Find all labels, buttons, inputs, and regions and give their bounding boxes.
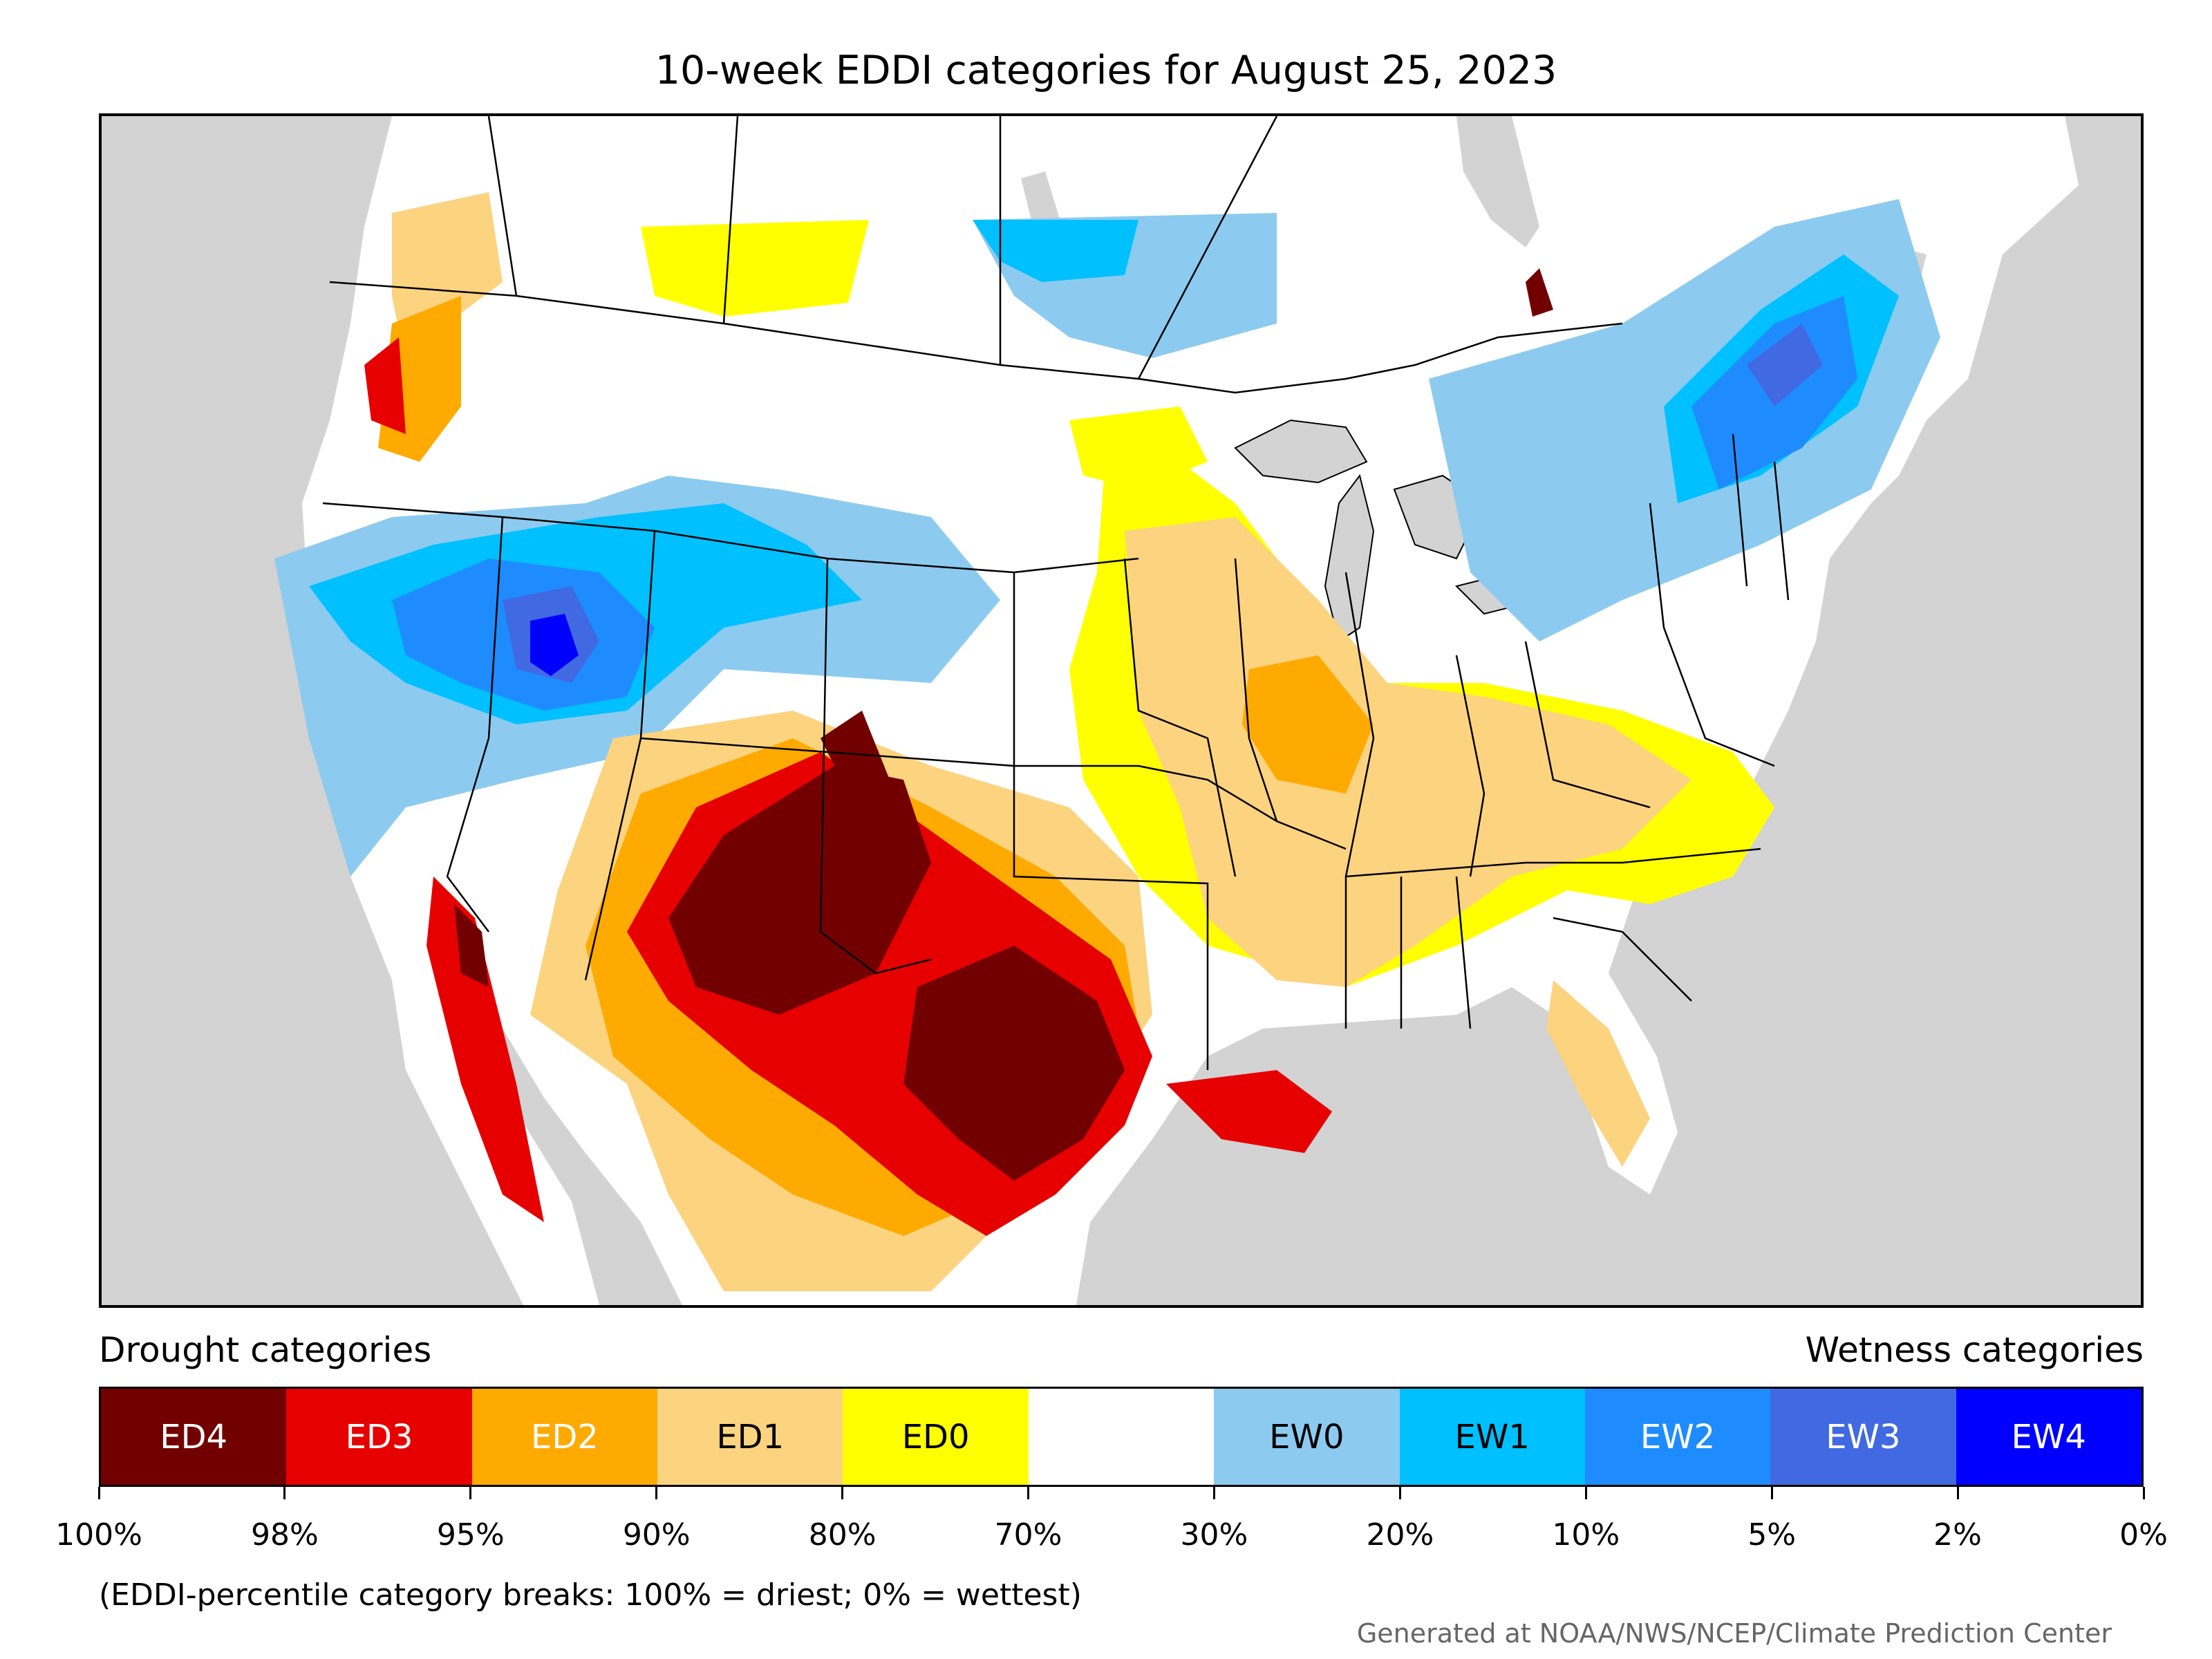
- tick-mark: [655, 1487, 658, 1499]
- drought-caption: Drought categories: [99, 1330, 432, 1370]
- tick-mark: [1584, 1487, 1587, 1499]
- category-swatch: EW4: [1956, 1389, 2141, 1485]
- tick-mark: [1770, 1487, 1773, 1499]
- tick-mark: [841, 1487, 844, 1499]
- political-borders: [322, 116, 1790, 1070]
- tick-label: 2%: [1933, 1517, 1982, 1553]
- wetness-caption: Wetness categories: [1805, 1330, 2144, 1370]
- tick-label: 100%: [55, 1517, 142, 1553]
- percentile-ticks: 100% 98% 95% 90% 80% 70% 30% 20% 10% 5% 2% 0%: [55, 1487, 2168, 1577]
- tick-label: 20%: [1366, 1517, 1434, 1553]
- category-swatch: ED1: [657, 1389, 843, 1485]
- tick-label: 98%: [251, 1517, 319, 1553]
- tick-label: 10%: [1552, 1517, 1620, 1553]
- hudson-bay: [1456, 116, 1539, 247]
- eddi-map-canvas: [102, 116, 2079, 1305]
- tick-mark: [2142, 1487, 2145, 1499]
- category-colorbar: ED4 ED3 ED2 ED1 ED0 EW0 EW1 EW2 EW3 EW4: [99, 1387, 2144, 1487]
- tick-mark: [97, 1487, 100, 1499]
- tick-label: 30%: [1180, 1517, 1248, 1553]
- tick-mark: [469, 1487, 472, 1499]
- tick-label: 90%: [622, 1517, 691, 1553]
- category-swatch: EW2: [1584, 1389, 1771, 1485]
- tick-label: 0%: [2119, 1517, 2168, 1553]
- tick-label: 70%: [994, 1517, 1062, 1553]
- tick-mark: [1212, 1487, 1215, 1499]
- category-swatch: EW0: [1214, 1389, 1400, 1485]
- category-swatch: [1028, 1389, 1215, 1485]
- tick-label: 80%: [808, 1517, 877, 1553]
- map-title: 10-week EDDI categories for August 25, 2…: [655, 48, 1557, 93]
- tick-mark: [283, 1487, 286, 1499]
- category-swatch: ED2: [471, 1389, 658, 1485]
- tick-mark: [1956, 1487, 1959, 1499]
- credit-line: Generated at NOAA/NWS/NCEP/Climate Predi…: [1356, 1618, 2112, 1649]
- category-swatch: ED4: [101, 1389, 287, 1485]
- tick-label: 5%: [1747, 1517, 1797, 1553]
- tick-mark: [1398, 1487, 1401, 1499]
- tick-mark: [1027, 1487, 1030, 1499]
- category-swatch: ED3: [286, 1389, 472, 1485]
- tick-label: 95%: [436, 1517, 505, 1553]
- category-note: (EDDI-percentile category breaks: 100% =…: [99, 1577, 1082, 1613]
- category-regions: [274, 192, 1940, 1291]
- category-swatch: EW1: [1399, 1389, 1585, 1485]
- eddi-map[interactable]: [99, 113, 2144, 1308]
- category-swatch: EW3: [1770, 1389, 1956, 1485]
- category-swatch: ED0: [843, 1389, 1029, 1485]
